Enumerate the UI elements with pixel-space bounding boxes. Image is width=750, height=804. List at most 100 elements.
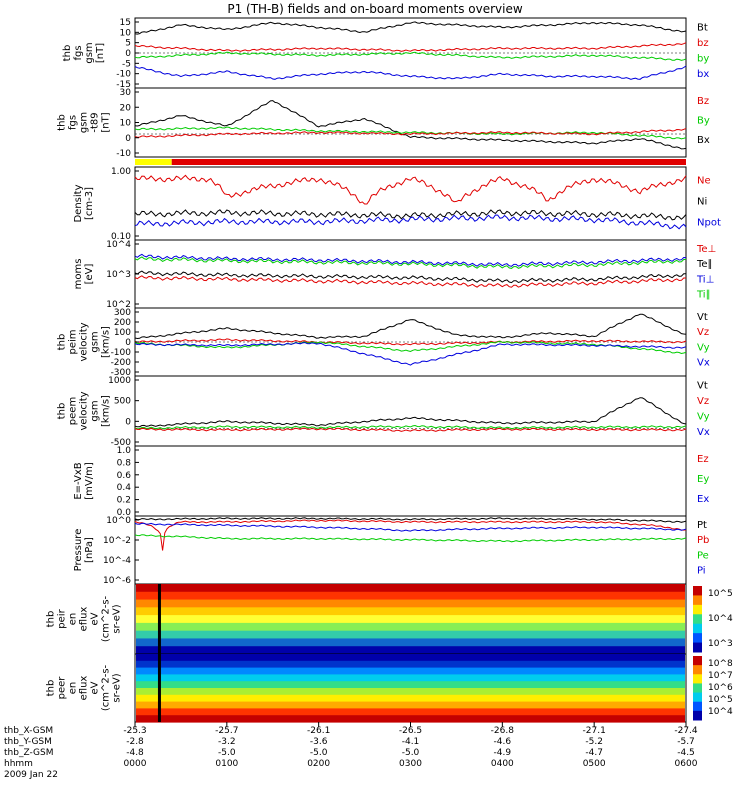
colorbar-segment — [693, 674, 702, 684]
spectrogram-band — [136, 708, 685, 716]
legend-entry: Vt — [697, 312, 708, 323]
y-axis-label: en — [68, 682, 79, 695]
panel-3: 1.00 0.10 Ne Ni Npot Density [cm-3] — [73, 166, 721, 242]
x-row-label: thb_Y-GSM — [4, 737, 52, 747]
legend-entry: Te∥ — [696, 259, 713, 270]
series-line-By — [134, 126, 687, 140]
y-axis-label: -t89 — [90, 112, 101, 132]
y-tick-label: 0 — [125, 338, 131, 348]
y-tick-label: -300 — [111, 368, 132, 378]
y-tick-label: 1000 — [108, 376, 131, 386]
y-axis-label: [nT] — [95, 43, 106, 63]
colorbar-segment — [693, 633, 702, 644]
y-axis-label: [nPa] — [84, 537, 95, 563]
y-tick-label: 20 — [120, 103, 132, 113]
y-axis-label: velocity — [79, 391, 90, 430]
y-tick-label: 1.00 — [111, 167, 131, 177]
legend-entry: Vt — [697, 380, 708, 391]
y-tick-label: 0.4 — [117, 483, 132, 493]
spectrogram-band — [136, 667, 685, 675]
y-axis-label: [nT] — [101, 112, 112, 132]
series-line-Pb — [134, 519, 687, 551]
y-axis-label: moms — [73, 259, 84, 290]
legend-entry: bz — [697, 38, 709, 49]
legend-entry: Ey — [697, 474, 709, 485]
y-axis-label: velocity — [79, 322, 90, 361]
series-line-Te∥ — [134, 270, 686, 284]
y-tick-label: 0.0 — [117, 508, 132, 518]
x-row-value: 0000 — [124, 759, 147, 769]
x-row-value: -25.7 — [215, 726, 238, 736]
series-line-bz — [134, 42, 687, 52]
x-row-value: -27.1 — [583, 726, 606, 736]
plot-date: 2009 Jan 22 — [4, 770, 58, 780]
y-tick-label: 10^-2 — [103, 536, 131, 546]
y-tick-label: 0.10 — [111, 232, 131, 242]
series-line-Pi — [134, 522, 687, 532]
colorbar-segment — [693, 665, 702, 675]
data-gap-marker — [157, 584, 161, 654]
y-axis-label: [cm-3] — [84, 187, 95, 220]
legend-entry: Ni — [697, 197, 707, 208]
legend-entry: Vy — [697, 342, 710, 353]
spectrogram-band — [136, 646, 685, 655]
x-row-value: 0400 — [491, 759, 514, 769]
spectrogram-band — [136, 715, 685, 723]
series-line-Pt — [134, 517, 687, 523]
y-axis-label: (cm^2-s- — [101, 664, 112, 711]
panel-frame — [134, 239, 687, 309]
y-tick-label: -10 — [116, 149, 131, 159]
y-tick-label: 0.8 — [117, 458, 132, 468]
series-line-Ne — [134, 174, 687, 205]
x-row-value: -5.2 — [585, 737, 603, 747]
x-row-value: -4.7 — [585, 748, 603, 758]
spectrogram-band — [136, 630, 685, 640]
y-axis-label: fgs — [73, 45, 84, 60]
legend-entry: Ti∥ — [696, 289, 711, 300]
y-tick-label: 100 — [114, 328, 131, 338]
panel-frame — [134, 445, 687, 517]
legend-entry: Ti⊥ — [696, 274, 714, 285]
y-tick-label: 0.2 — [117, 496, 131, 506]
x-row-value: -5.0 — [402, 748, 420, 758]
x-row-label: thb_Z-GSM — [4, 748, 53, 758]
series-line-Pe — [134, 534, 687, 543]
series-line-Te⊥ — [134, 275, 686, 288]
colorbar-segment — [693, 710, 702, 721]
colorbar-segment — [693, 595, 702, 606]
colorbar-label: 10^4 — [708, 614, 733, 624]
y-tick-label: 10 — [120, 119, 132, 129]
series-line-Vt — [134, 313, 687, 340]
y-axis-label: gsm — [79, 112, 90, 133]
legend-entry: Bz — [697, 96, 709, 107]
panel-8: 10^0 10^-2 10^-4 10^-6 Pt Pb Pe Pi Pressure [nPa] — [73, 515, 709, 586]
y-tick-label: 1.0 — [117, 446, 132, 456]
y-axis-label: Pressure — [73, 529, 84, 572]
y-tick-label: 5 — [125, 39, 131, 49]
y-tick-label: 10^3 — [106, 270, 131, 280]
y-tick-label: 30 — [120, 88, 132, 98]
y-axis-label: thb — [62, 45, 73, 62]
colorbar-segment — [693, 586, 702, 596]
y-axis-label: E=-VxB — [73, 462, 84, 499]
spectrogram-band — [136, 607, 685, 616]
legend-entry: bx — [697, 69, 709, 80]
y-axis-label: gsm — [90, 331, 101, 352]
x-row-value: -25.3 — [123, 726, 146, 736]
colorbar-label: 10^3 — [708, 639, 733, 649]
x-row-value: -26.5 — [399, 726, 422, 736]
panel-2: 30 20 10 0 -10 Bz By Bx thb fgs gsm -t89 [nT] — [57, 87, 710, 159]
series-line-Vt — [134, 397, 687, 428]
x-row-value: -4.1 — [402, 737, 420, 747]
legend-entry: Pt — [697, 520, 707, 531]
y-axis-label: thb — [46, 680, 57, 697]
y-axis-label: thb — [46, 611, 57, 628]
series-line-Bx — [134, 100, 687, 150]
y-tick-label: -100 — [111, 348, 132, 358]
spectrogram-band — [136, 694, 685, 703]
y-axis-label: eflux — [79, 607, 90, 632]
legend-entry: Pb — [697, 535, 709, 546]
y-axis-label: [eV] — [84, 264, 95, 285]
